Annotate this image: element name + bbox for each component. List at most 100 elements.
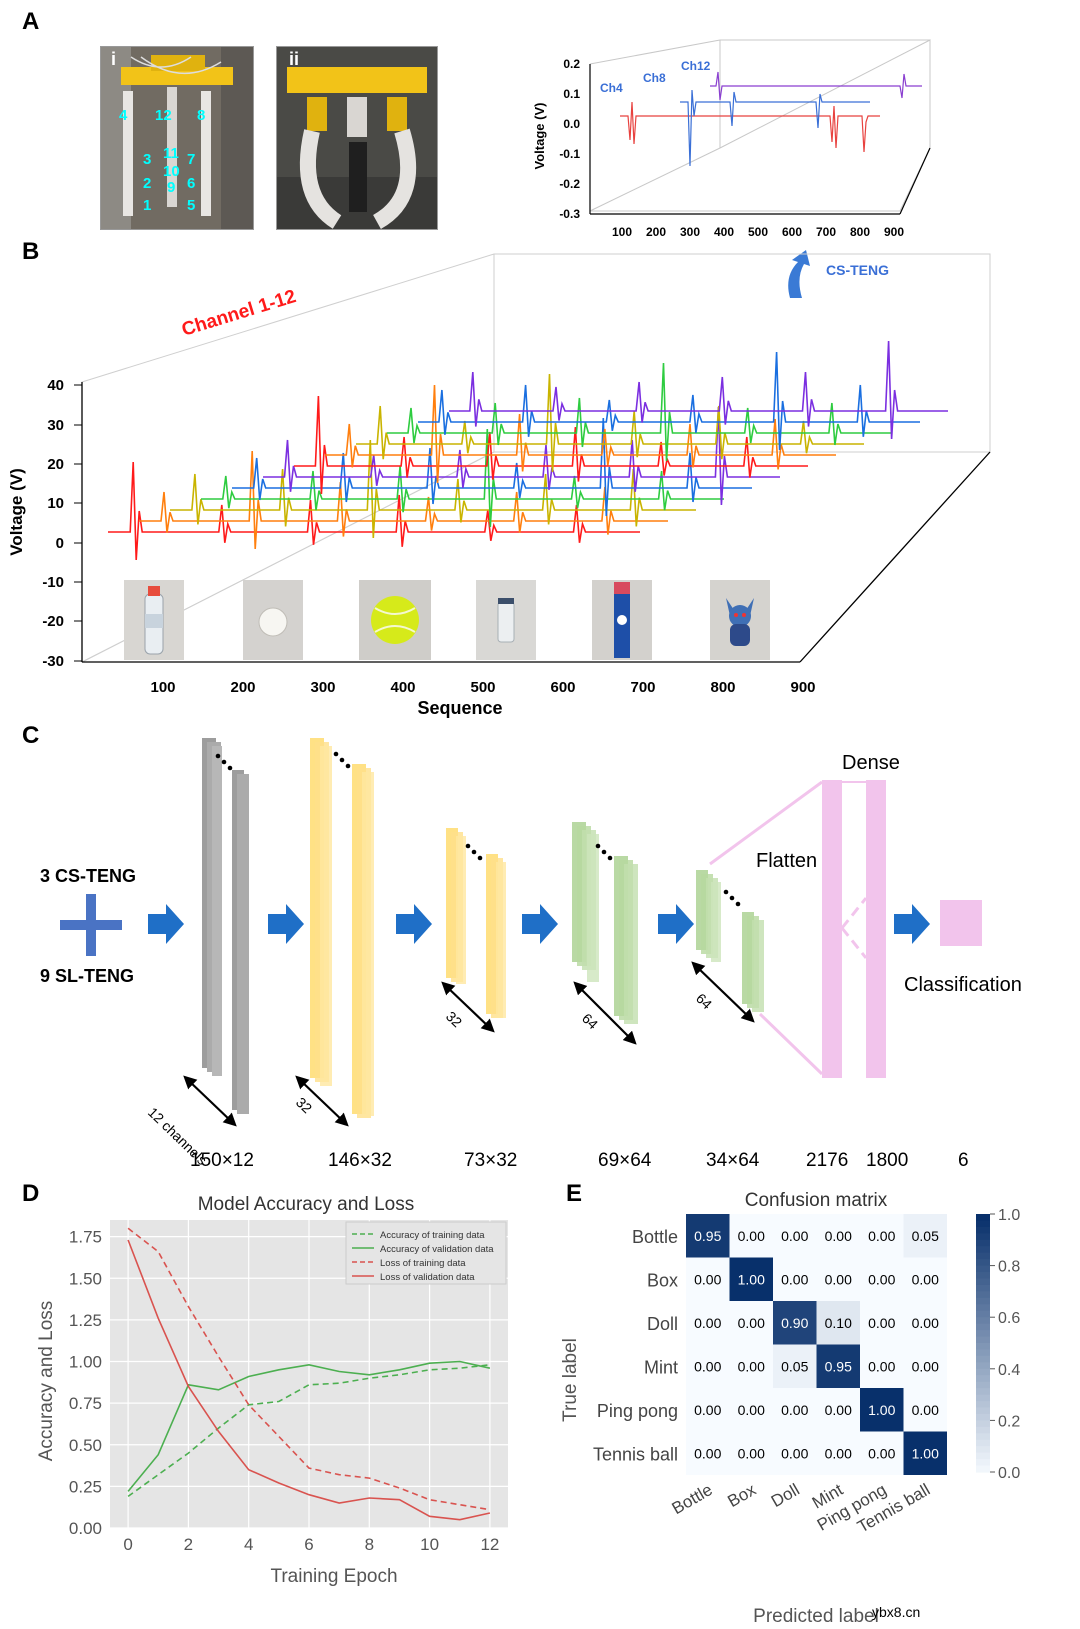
channel-number: 1 — [143, 197, 152, 214]
dense-label: Dense — [842, 752, 900, 774]
matrix-cell — [729, 1431, 773, 1475]
colorbar-segment — [976, 1310, 990, 1318]
matrix-cell-value: 0.00 — [781, 1228, 808, 1244]
channel-number: 12 — [155, 107, 172, 124]
b-traces — [108, 340, 948, 561]
colorbar-segment — [976, 1388, 990, 1396]
matrix-cell — [686, 1301, 730, 1345]
colorbar-segment — [976, 1278, 990, 1286]
inset-ytick: 0.0 — [563, 117, 580, 131]
colorbar-segment — [976, 1233, 990, 1241]
colorbar-segment — [976, 1465, 990, 1473]
e-title: Confusion matrix — [745, 1190, 888, 1211]
conv2-layer-stack — [572, 822, 638, 1024]
pool2-layer-stack — [696, 870, 764, 1012]
channel-number: 3 — [143, 151, 152, 168]
channel-number: 11 — [163, 145, 179, 162]
matrix-cell-value: 0.00 — [868, 1315, 895, 1331]
matrix-cell — [816, 1301, 860, 1345]
matrix-col-label: Box — [724, 1480, 759, 1511]
d-xtick: 4 — [244, 1535, 253, 1554]
colorbar-segment — [976, 1336, 990, 1344]
colorbar-segment — [976, 1452, 990, 1460]
d-legend-label: Loss of validation data — [380, 1272, 475, 1283]
matrix-cell-value: 0.00 — [868, 1271, 895, 1287]
matrix-cell — [860, 1214, 904, 1258]
panel-label-a: A — [22, 8, 40, 35]
b-xtick: 100 — [150, 679, 175, 696]
colorbar-segment — [976, 1433, 990, 1441]
d-ytick: 0.00 — [69, 1519, 102, 1538]
matrix-cell — [686, 1431, 730, 1475]
channel-trace-9 — [356, 373, 864, 473]
matrix-cell-value: 0.00 — [825, 1271, 852, 1287]
b-xtick: 600 — [550, 679, 575, 696]
matrix-cell-value: 0.00 — [781, 1445, 808, 1461]
colorbar-segment — [976, 1323, 990, 1331]
matrix-cell — [729, 1301, 773, 1345]
matrix-cell — [903, 1388, 947, 1432]
matrix-cell — [773, 1301, 817, 1345]
colorbar-segment — [976, 1284, 990, 1292]
matrix-cell — [729, 1257, 773, 1301]
inset-ytick: -0.2 — [559, 177, 580, 191]
matrix-row-label: Doll — [647, 1314, 678, 1334]
panel-label-e: E — [566, 1180, 583, 1207]
panel-label-c: C — [22, 722, 40, 749]
dim-label: 69×64 — [598, 1150, 652, 1171]
d-xtick: 2 — [184, 1535, 193, 1554]
matrix-cell — [729, 1344, 773, 1388]
dim-label: 2176 — [806, 1150, 849, 1171]
dim-label: 1800 — [866, 1150, 909, 1171]
b-ylabel: Voltage (V) — [7, 468, 26, 556]
confusion-matrix-chart: Confusion matrix Predicted label True la… — [560, 1190, 1020, 1626]
matrix-cell-value: 1.00 — [912, 1445, 939, 1461]
matrix-cell-value: 0.00 — [738, 1228, 765, 1244]
channel-number: 4 — [119, 107, 128, 124]
matrix-col-label: Bottle — [669, 1480, 716, 1518]
panel-a-inset-plot: Voltage (V) 0.2 0.1 0.0 -0.1 -0.2 -0.3 1… — [532, 39, 931, 239]
matrix-cell-value: 0.00 — [738, 1315, 765, 1331]
colorbar-segment — [976, 1375, 990, 1383]
classification-label: Classification — [904, 974, 1022, 996]
d-series-line-1 — [127, 1364, 490, 1498]
matrix-row-label: Box — [647, 1270, 678, 1290]
matrix-cell — [773, 1431, 817, 1475]
matrix-cell-value: 1.00 — [738, 1271, 765, 1287]
conv1-layer-stack — [310, 738, 374, 1118]
channel-trace-1 — [108, 461, 640, 561]
b-ytick: 30 — [47, 417, 64, 434]
d-legend-label: Accuracy of validation data — [380, 1244, 494, 1255]
inset-trace-ch12 — [710, 71, 922, 101]
matrix-cell — [773, 1257, 817, 1301]
channel-number: 10 — [163, 163, 180, 180]
b-xlabel: Sequence — [417, 698, 502, 718]
colorbar-segment — [976, 1220, 990, 1228]
matrix-col-label: Doll — [768, 1480, 803, 1511]
inset-series-label: Ch8 — [643, 71, 666, 85]
watermark-text: ybx8.cn — [872, 1604, 921, 1620]
matrix-cell — [773, 1214, 817, 1258]
e-ylabel: True label — [560, 1338, 581, 1422]
matrix-cell-value: 0.95 — [825, 1358, 852, 1374]
b-xtick: 900 — [790, 679, 815, 696]
matrix-cell-value: 0.95 — [694, 1228, 721, 1244]
colorbar-tick-label: 0.0 — [998, 1465, 1020, 1482]
input-sl-teng-label: 9 SL-TENG — [40, 966, 135, 986]
matrix-cell-value: 0.00 — [868, 1445, 895, 1461]
b-xtick: 400 — [390, 679, 415, 696]
photo-gripper-grasping: ii — [276, 46, 438, 230]
colorbar-segment — [976, 1394, 990, 1402]
dim-label: 150×12 — [190, 1150, 254, 1171]
colorbar-segment — [976, 1265, 990, 1273]
channel-trace-10 — [387, 362, 892, 462]
matrix-cell-value: 1.00 — [868, 1402, 895, 1418]
matrix-cell — [860, 1257, 904, 1301]
matrix-cell-value: 0.00 — [694, 1315, 721, 1331]
doll-photo — [710, 580, 770, 660]
colorbar-segment — [976, 1272, 990, 1280]
inset-xtick: 200 — [646, 225, 666, 239]
cs-teng-label: CS-TENG — [826, 262, 889, 278]
channel-number: 9 — [167, 179, 176, 196]
d-legend — [345, 1221, 507, 1285]
